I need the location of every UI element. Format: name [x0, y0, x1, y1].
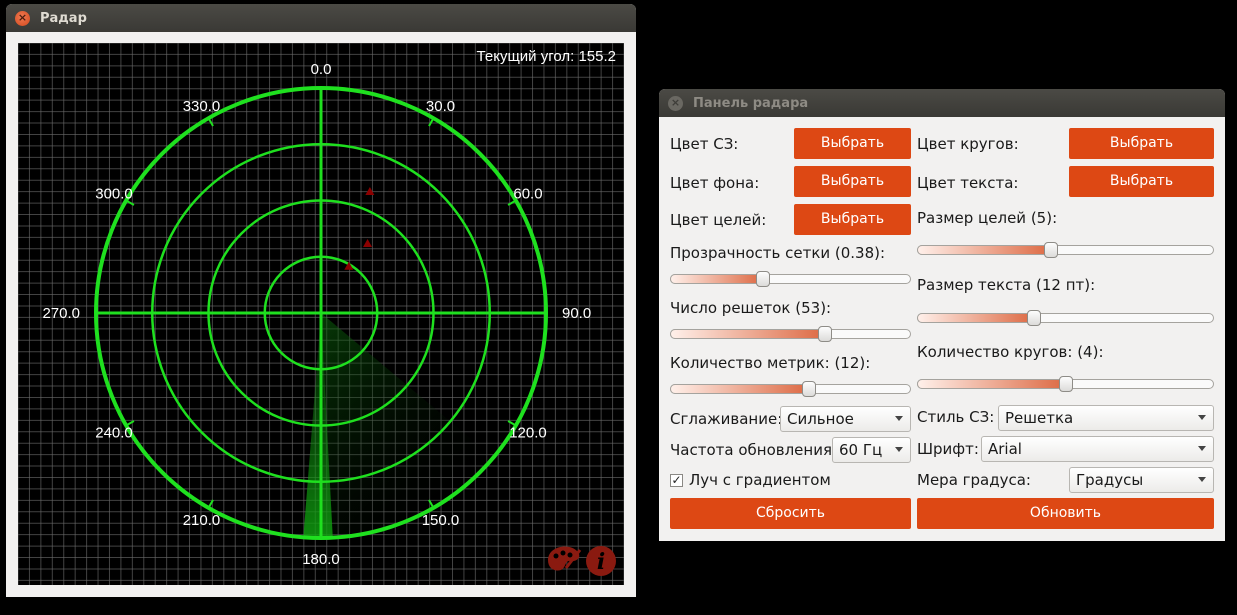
radar-window: × Радар 0.0 30.0 60.0 90.0 120.0 150.0 1 — [6, 4, 636, 597]
radar-window-title: Радар — [40, 10, 87, 26]
close-icon: × — [17, 10, 28, 24]
chevron-down-icon — [895, 416, 903, 421]
radar-angle-labels: 0.0 30.0 60.0 90.0 120.0 150.0 180.0 210.0 240.0… — [42, 61, 591, 568]
gradient-beam-label: Луч с градиентом — [689, 471, 831, 489]
angle-label: 90.0 — [562, 305, 591, 322]
choose-bg-color-button[interactable]: Выбрать — [794, 166, 911, 197]
angle-label: 210.0 — [183, 512, 221, 529]
angle-tick — [125, 199, 135, 206]
reset-button[interactable]: Сбросить — [670, 498, 911, 529]
angle-tick — [125, 420, 135, 427]
font-select[interactable]: Arial — [981, 436, 1214, 462]
chevron-down-icon — [1198, 415, 1206, 420]
smoothing-select[interactable]: Сильное — [780, 406, 911, 432]
radar-sweep-trail — [321, 313, 494, 538]
radar-target — [344, 261, 354, 270]
angle-tick — [207, 499, 214, 509]
circle-count-slider[interactable] — [917, 376, 1214, 392]
degree-measure-select[interactable]: Градусы — [1069, 467, 1214, 493]
sz-style-select[interactable]: Решетка — [998, 405, 1214, 431]
gradient-beam-checkbox[interactable]: ✓ — [670, 474, 683, 487]
panel-window-title: Панель радара — [693, 95, 809, 111]
info-icon[interactable]: i — [586, 546, 616, 576]
target-size-slider[interactable] — [917, 242, 1214, 258]
color-circles-label: Цвет кругов: — [917, 135, 1019, 153]
grid-transparency-slider[interactable] — [670, 271, 911, 287]
chevron-down-icon — [1198, 446, 1206, 451]
angle-tick — [207, 117, 214, 127]
metric-count-label: Количество метрик: (12): — [670, 354, 871, 372]
sz-style-label: Стиль СЗ: — [917, 408, 995, 426]
smoothing-label: Сглаживание: — [670, 410, 783, 428]
radar-titlebar: × Радар — [6, 4, 636, 32]
choose-sz-color-button[interactable]: Выбрать — [794, 128, 911, 159]
close-icon: × — [670, 95, 681, 109]
radar-target — [365, 187, 375, 196]
radar-close-button[interactable]: × — [15, 10, 30, 26]
angle-tick — [507, 420, 517, 427]
text-size-slider[interactable] — [917, 310, 1214, 326]
angle-label: 300.0 — [95, 186, 133, 203]
circle-count-label: Количество кругов: (4): — [917, 343, 1104, 361]
choose-targets-color-button[interactable]: Выбрать — [794, 204, 911, 235]
angle-tick — [507, 199, 517, 206]
font-label: Шрифт: — [917, 440, 979, 458]
degree-measure-label: Мера градуса: — [917, 471, 1031, 489]
angle-label: 150.0 — [422, 512, 460, 529]
checkmark-icon: ✓ — [671, 473, 682, 487]
update-button[interactable]: Обновить — [917, 498, 1214, 529]
angle-tick — [428, 499, 435, 509]
svg-text:i: i — [597, 549, 605, 575]
angle-label: 240.0 — [95, 425, 133, 442]
text-size-label: Размер текста (12 пт): — [917, 276, 1096, 294]
chevron-down-icon — [895, 447, 903, 452]
metric-count-slider[interactable] — [670, 381, 911, 397]
radar-rings — [94, 86, 548, 540]
angle-label: 0.0 — [311, 61, 332, 78]
angle-label: 180.0 — [302, 551, 340, 568]
grid-count-label: Число решеток (53): — [670, 299, 832, 317]
color-text-label: Цвет текста: — [917, 174, 1019, 192]
panel-window: × Панель радара Цвет СЗ: Выбрать Цвет фо… — [659, 89, 1225, 541]
color-sz-label: Цвет СЗ: — [670, 135, 739, 153]
radar-targets — [344, 187, 375, 270]
target-size-label: Размер целей (5): — [917, 209, 1058, 227]
panel-titlebar: × Панель радара — [659, 89, 1225, 117]
grid-count-slider[interactable] — [670, 326, 911, 342]
angle-label: 60.0 — [513, 186, 542, 203]
radar-display: 0.0 30.0 60.0 90.0 120.0 150.0 180.0 210.0 240.0… — [18, 43, 624, 585]
radar-target — [363, 238, 373, 247]
color-bg-label: Цвет фона: — [670, 174, 760, 192]
color-targets-label: Цвет целей: — [670, 211, 767, 229]
current-angle-readout: Текущий угол: 155.2 — [477, 48, 616, 65]
palette-icon[interactable] — [548, 546, 582, 571]
refresh-rate-label: Частота обновления: — [670, 441, 838, 459]
angle-label: 120.0 — [509, 425, 547, 442]
angle-label: 270.0 — [42, 305, 80, 322]
grid-transparency-label: Прозрачность сетки (0.38): — [670, 244, 886, 262]
refresh-rate-select[interactable]: 60 Гц — [832, 437, 911, 463]
angle-label: 330.0 — [183, 98, 221, 115]
panel-close-button[interactable]: × — [668, 95, 683, 111]
angle-tick — [428, 117, 435, 127]
choose-text-color-button[interactable]: Выбрать — [1069, 166, 1214, 197]
angle-label: 30.0 — [426, 98, 455, 115]
chevron-down-icon — [1198, 477, 1206, 482]
choose-circles-color-button[interactable]: Выбрать — [1069, 128, 1214, 159]
